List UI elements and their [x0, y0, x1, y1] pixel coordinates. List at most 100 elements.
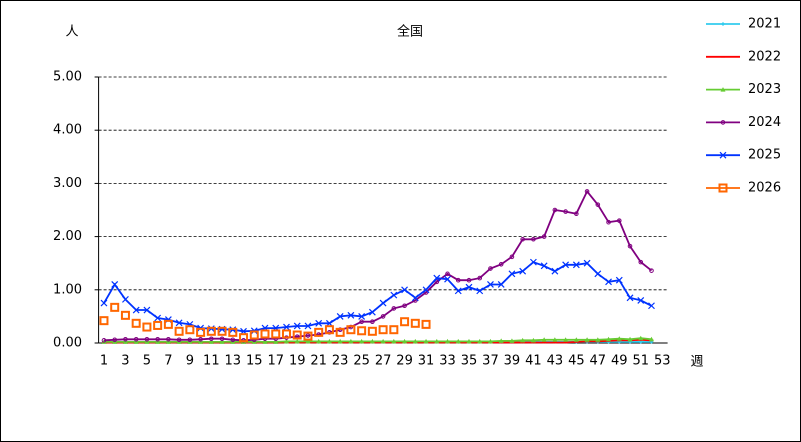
- marker: [412, 338, 418, 344]
- x-tick-label: 39: [504, 354, 521, 369]
- marker: [421, 319, 431, 329]
- marker: [390, 291, 398, 299]
- marker: [488, 266, 493, 271]
- marker: [122, 295, 129, 303]
- marker: [410, 318, 420, 328]
- marker: [132, 306, 140, 314]
- marker: [198, 339, 204, 344]
- marker: [283, 323, 290, 331]
- marker: [498, 338, 504, 343]
- marker: [294, 338, 300, 344]
- marker: [367, 326, 377, 336]
- marker: [497, 281, 505, 288]
- marker: [111, 281, 119, 288]
- marker: [273, 339, 279, 344]
- marker: [133, 336, 139, 342]
- marker: [380, 338, 386, 344]
- marker: [380, 314, 386, 319]
- marker: [477, 275, 483, 281]
- marker: [584, 189, 590, 194]
- legend-marker: [719, 151, 727, 159]
- marker: [529, 258, 537, 266]
- marker: [401, 286, 408, 294]
- x-tick-label: 5: [143, 354, 151, 369]
- marker: [131, 318, 141, 328]
- marker: [249, 330, 259, 340]
- x-axis-label: 週: [690, 355, 703, 370]
- marker: [626, 294, 634, 302]
- marker: [637, 297, 645, 304]
- marker: [219, 339, 225, 344]
- x-tick-label: 33: [439, 354, 456, 369]
- marker: [445, 338, 451, 344]
- marker: [402, 303, 407, 309]
- marker: [305, 338, 311, 344]
- marker: [563, 209, 568, 214]
- marker: [466, 277, 472, 283]
- marker: [454, 287, 462, 295]
- marker: [583, 259, 591, 267]
- marker: [552, 337, 558, 342]
- marker: [411, 294, 419, 302]
- marker: [335, 327, 345, 337]
- y-tick-label: 4.00: [53, 123, 82, 138]
- marker: [606, 219, 611, 225]
- marker: [627, 336, 633, 342]
- marker: [487, 281, 494, 288]
- marker: [595, 337, 601, 342]
- marker: [402, 338, 408, 344]
- marker: [487, 338, 493, 344]
- marker: [359, 319, 364, 325]
- marker: [155, 339, 161, 344]
- marker: [122, 339, 128, 344]
- marker: [370, 319, 375, 325]
- marker: [324, 325, 334, 335]
- y-tick-label: 3.00: [53, 176, 82, 191]
- marker: [230, 337, 236, 343]
- legend-marker: [718, 183, 728, 193]
- marker: [615, 276, 623, 284]
- marker: [466, 338, 472, 344]
- marker: [465, 283, 473, 291]
- marker: [519, 267, 527, 275]
- x-tick-label: 25: [353, 354, 370, 369]
- marker: [206, 326, 216, 336]
- marker: [508, 270, 516, 278]
- x-tick-label: 3: [121, 354, 129, 369]
- marker: [133, 339, 139, 344]
- marker: [520, 337, 526, 343]
- marker: [389, 325, 399, 335]
- marker: [531, 236, 536, 242]
- marker: [574, 211, 579, 217]
- marker: [209, 336, 214, 342]
- marker: [336, 312, 344, 320]
- x-tick-label: 11: [203, 354, 220, 369]
- marker: [573, 337, 579, 342]
- y-axis-label: 人: [65, 25, 78, 40]
- marker: [477, 338, 483, 344]
- marker: [378, 325, 388, 335]
- x-tick-label: 27: [375, 354, 392, 369]
- marker: [563, 337, 569, 342]
- marker: [185, 325, 195, 335]
- marker: [228, 327, 238, 337]
- marker: [166, 336, 171, 342]
- x-tick-label: 29: [396, 354, 413, 369]
- marker: [110, 302, 120, 312]
- x-tick-label: 15: [246, 354, 263, 369]
- marker: [176, 337, 182, 343]
- marker: [638, 259, 644, 265]
- x-tick-label: 23: [332, 354, 349, 369]
- x-tick-label: 45: [568, 354, 585, 369]
- marker: [359, 338, 365, 344]
- marker: [196, 327, 206, 337]
- marker: [262, 339, 268, 344]
- x-tick-label: 1: [100, 354, 108, 369]
- marker: [174, 326, 184, 336]
- marker: [283, 338, 289, 344]
- marker: [293, 322, 301, 330]
- x-tick-label: 7: [164, 354, 172, 369]
- marker: [314, 327, 324, 337]
